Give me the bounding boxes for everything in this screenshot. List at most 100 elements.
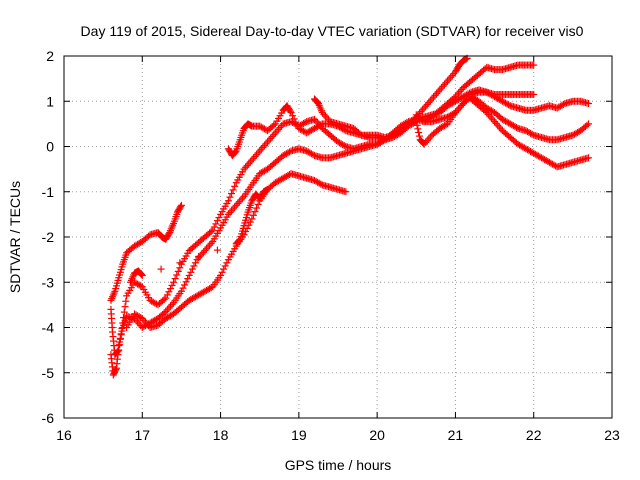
data-point: [450, 94, 458, 102]
y-tick-label: -5: [42, 365, 55, 381]
data-point: [433, 90, 441, 98]
data-point: [174, 267, 182, 275]
data-point: [234, 200, 242, 208]
data-point: [419, 116, 427, 124]
data-point: [425, 135, 433, 143]
data-point: [231, 203, 239, 211]
data-point: [301, 119, 309, 127]
data-point: [206, 241, 214, 249]
data-point: [481, 107, 489, 115]
data-point: [442, 79, 450, 87]
data-point: [253, 204, 261, 212]
data-point: [215, 214, 223, 222]
data-point: [229, 205, 237, 213]
data-point: [192, 259, 200, 267]
y-tick-label: -2: [42, 229, 55, 245]
data-point: [249, 211, 257, 219]
y-tick-label: -3: [42, 274, 55, 290]
data-point: [179, 284, 187, 292]
data-point: [419, 106, 427, 114]
data-point: [188, 265, 196, 273]
data-point: [168, 300, 176, 308]
data-point: [456, 87, 464, 95]
data-point: [455, 89, 463, 97]
data-point: [268, 133, 276, 141]
data-point: [165, 304, 173, 312]
data-point: [487, 114, 495, 122]
data-point: [497, 125, 505, 133]
data-point: [201, 247, 209, 255]
series-arc-7: [412, 93, 593, 144]
data-point: [213, 217, 221, 225]
data-point: [235, 236, 243, 244]
data-point: [254, 149, 262, 157]
data-point: [417, 108, 425, 116]
data-point: [162, 294, 170, 302]
series-arc-1: [107, 201, 185, 304]
data-point: [223, 259, 231, 267]
data-point: [492, 119, 500, 127]
data-point: [445, 75, 453, 83]
data-point: [163, 306, 171, 314]
data-point: [444, 77, 452, 85]
data-point: [238, 194, 246, 202]
data-point: [207, 228, 215, 236]
data-point: [311, 115, 319, 123]
data-point: [530, 90, 538, 98]
data-point: [290, 115, 298, 123]
data-point: [275, 125, 283, 133]
data-point: [458, 101, 466, 109]
data-point: [246, 158, 254, 166]
data-point: [165, 230, 173, 238]
data-point: [112, 366, 120, 374]
data-point: [171, 275, 179, 283]
data-point: [202, 245, 210, 253]
data-point: [423, 100, 431, 108]
data-point: [285, 148, 293, 156]
data-point: [455, 105, 463, 113]
data-point: [228, 190, 236, 198]
data-point: [430, 93, 438, 101]
data-point: [439, 82, 447, 90]
data-point: [115, 342, 123, 350]
data-point: [120, 308, 128, 316]
data-point: [415, 132, 423, 140]
data-point: [317, 121, 325, 129]
data-point: [195, 252, 203, 260]
data-point: [436, 86, 444, 94]
data-point: [166, 302, 174, 310]
data-point: [209, 226, 217, 234]
data-point: [486, 112, 494, 120]
data-point: [221, 262, 229, 270]
data-point: [138, 271, 146, 279]
data-point: [251, 152, 259, 160]
data-point: [245, 160, 253, 168]
data-point: [184, 275, 192, 283]
axis-ticks: 16 17 18 19 20 21 22 23 -6 -5 -4 -3 -2 -1 0 1 2: [42, 48, 620, 443]
data-point: [210, 223, 218, 231]
data-point: [138, 271, 146, 279]
data-point: [431, 91, 439, 99]
x-tick-label: 20: [369, 427, 385, 443]
data-point: [448, 71, 456, 79]
data-point: [442, 121, 450, 129]
data-point: [323, 114, 331, 122]
data-point: [212, 220, 220, 228]
data-point: [259, 143, 267, 151]
data-point: [458, 85, 466, 93]
data-point: [134, 318, 142, 326]
chart-title: Day 119 of 2015, Sidereal Day-to-day VTE…: [81, 23, 584, 39]
data-point: [528, 130, 536, 138]
y-tick-label: -1: [42, 184, 55, 200]
data-point: [254, 200, 262, 208]
data-point: [425, 99, 433, 107]
data-point: [491, 118, 499, 126]
data-point: [340, 142, 348, 150]
data-point: [226, 209, 234, 217]
data-point: [177, 201, 185, 209]
data-point: [420, 104, 428, 112]
series-arc-8: [467, 95, 593, 171]
series-arc-9: [127, 185, 272, 286]
y-tick-label: -6: [42, 410, 55, 426]
data-point: [231, 148, 239, 156]
